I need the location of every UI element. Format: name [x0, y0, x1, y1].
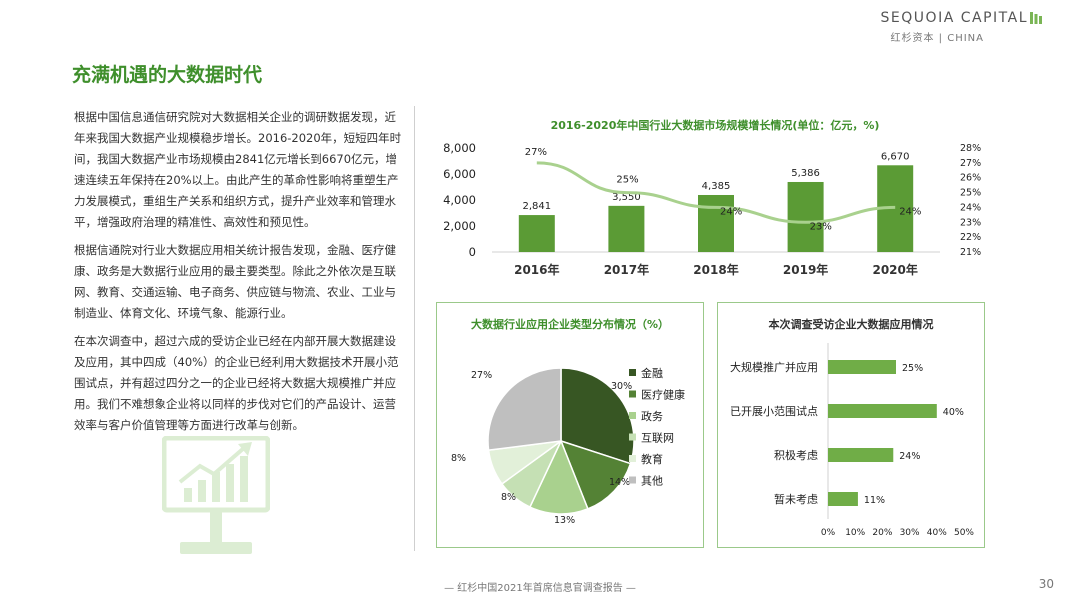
pie-slice	[528, 439, 589, 515]
y2-axis-tick-label: 25%	[960, 188, 981, 199]
y-axis-tick-label: 6,000	[443, 167, 476, 181]
paragraph: 在本次调查中，超过六成的受访企业已经在内部开展大数据建设及应用，其中四成（40%…	[74, 334, 399, 432]
bar	[698, 194, 734, 252]
category-label: 暂未考虑	[774, 493, 818, 506]
vertical-divider	[414, 106, 415, 551]
legend-label: 互联网	[641, 432, 674, 445]
x-axis-category-label: 2017年	[604, 262, 649, 277]
y2-axis-tick-label: 28%	[960, 143, 981, 154]
bar	[828, 448, 894, 462]
pie-slice	[559, 439, 632, 510]
bar-value-label: 2,841	[522, 201, 551, 212]
bar-value-label: 6,670	[881, 151, 910, 162]
bar	[828, 492, 858, 506]
legend-swatch	[629, 412, 636, 419]
bar-value-label: 25%	[902, 363, 923, 374]
legend-label: 教育	[641, 452, 663, 466]
y-axis-tick-label: 4,000	[443, 193, 476, 207]
pie-slice-label: 8%	[451, 453, 466, 464]
category-label: 已开展小范围试点	[730, 404, 818, 418]
bar	[787, 181, 824, 252]
bar-value-label: 4,385	[702, 181, 731, 192]
bar-value-label: 40%	[943, 407, 964, 418]
bar-value-label: 3,550	[612, 192, 641, 203]
x-axis-tick-label: 40%	[927, 528, 947, 538]
growth-rate-label: 24%	[899, 206, 921, 217]
bar	[828, 360, 896, 374]
paragraph: 根据中国信息通信研究院对大数据相关企业的调研数据发现，近年来我国大数据产业规模稳…	[74, 110, 402, 229]
y-axis-tick-label: 0	[469, 245, 476, 259]
adoption-chart-panel: 本次调查受访企业大数据应用情况 0% 10% 20% 30% 40% 50% 大规模推广并应…	[717, 302, 985, 548]
legend-swatch	[629, 369, 636, 376]
pie-slice	[560, 367, 635, 465]
x-axis-tick-label: 50%	[954, 528, 974, 538]
growth-rate-label: 27%	[525, 147, 547, 158]
bar	[608, 205, 645, 252]
y2-axis-tick-label: 27%	[960, 158, 981, 169]
pie-slice-label: 27%	[471, 370, 492, 381]
x-axis-tick-label: 20%	[872, 528, 892, 538]
growth-rate-label: 24%	[720, 206, 742, 217]
adoption-chart-title: 本次调查受访企业大数据应用情况	[768, 318, 934, 331]
y-axis-tick-label: 8,000	[443, 141, 476, 155]
pie-chart-title: 大数据行业应用企业类型分布情况（%）	[470, 318, 670, 331]
legend-label: 金融	[641, 366, 663, 380]
chart-market-size-title: 2016-2020年中国行业大数据市场规模增长情况(单位：亿元，%)	[550, 119, 880, 132]
category-label: 大规模推广并应用	[730, 360, 818, 374]
y2-axis-tick-label: 24%	[960, 202, 981, 213]
x-axis-tick-label: 30%	[900, 528, 920, 538]
pie-slice-label: 14%	[609, 477, 630, 488]
page-number: 30	[1038, 577, 1054, 591]
legend-swatch	[629, 455, 636, 462]
y2-axis-tick-label: 23%	[960, 217, 981, 228]
y-axis-tick-label: 2,000	[443, 219, 476, 233]
legend-swatch	[629, 433, 636, 441]
bar	[518, 215, 555, 252]
brand-subtitle: 红杉资本 | CHINA	[890, 33, 984, 44]
bar-value-label: 11%	[864, 495, 885, 506]
legend-swatch	[629, 476, 636, 484]
page-title: 充满机遇的大数据时代	[72, 64, 263, 86]
bar-value-label: 5,386	[791, 168, 820, 179]
y2-axis-tick-label: 21%	[960, 247, 981, 258]
pie-slice	[487, 367, 562, 451]
legend-label: 政务	[641, 409, 663, 423]
y2-axis-tick-label: 26%	[960, 173, 981, 184]
growth-rate-label: 23%	[810, 221, 832, 232]
growth-rate-line	[536, 161, 896, 224]
bar	[828, 404, 937, 418]
pie-slice-label: 8%	[501, 492, 516, 503]
market-size-chart: 0 2,000 4,000 6,000 8,000 21% 22% 23% 24% 25% 26% 2…	[443, 141, 981, 277]
brand-name: SEQUOIA CAPITAL	[880, 10, 1028, 26]
pie-slice-label: 13%	[554, 515, 575, 526]
pie-chart-panel: 大数据行业应用企业类型分布情况（%） 30% 14% 13% 8% 8% 27% 金融医疗健…	[436, 302, 704, 548]
legend-swatch	[629, 390, 636, 398]
category-label: 积极考虑	[774, 448, 818, 462]
x-axis-category-label: 2019年	[783, 262, 828, 277]
adoption-bar-chart: 0% 10% 20% 30% 40% 50% 大规模推广并应用 25% 已开展小范围试点 40% 积…	[730, 343, 974, 538]
legend-label: 医疗健康	[641, 388, 685, 402]
legend-label: 其他	[641, 475, 663, 488]
footer-text: — 红杉中国2021年首席信息官调查报告 —	[444, 583, 636, 594]
y2-axis-tick-label: 22%	[960, 232, 981, 243]
sequoia-logo-icon	[1030, 12, 1042, 24]
growth-rate-label: 25%	[616, 175, 638, 186]
bar-value-label: 24%	[899, 451, 920, 462]
pie-slice-label: 30%	[611, 381, 632, 392]
x-axis-category-label: 2020年	[872, 262, 917, 277]
x-axis-category-label: 2018年	[693, 262, 738, 277]
x-axis-tick-label: 10%	[845, 528, 865, 538]
x-axis-tick-label: 0%	[821, 528, 836, 538]
growth-chart-monitor-icon	[162, 436, 270, 554]
x-axis-category-label: 2016年	[514, 262, 559, 277]
paragraph: 根据信通院对行业大数据应用相关统计报告发现，金融、医疗健康、政务是大数据行业应用…	[74, 243, 396, 320]
body-text: 根据中国信息通信研究院对大数据相关企业的调研数据发现，近年来我国大数据产业规模稳…	[74, 107, 404, 443]
